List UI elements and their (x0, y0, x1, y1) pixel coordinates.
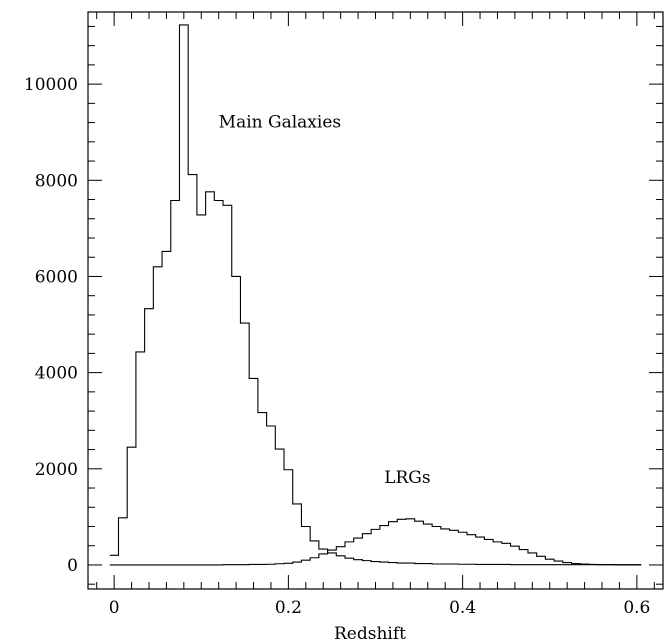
series-lrgs-line (109, 518, 642, 566)
annotations: Main Galaxies LRGs (219, 112, 431, 488)
x-tick-label: 0.6 (623, 598, 650, 618)
plot-frame (87, 11, 664, 590)
y-tick-label: 6000 (35, 267, 78, 287)
y-tick-label: 0 (67, 556, 78, 576)
y-tick-label: 10000 (24, 75, 78, 95)
series-layer (109, 24, 642, 566)
y-tick-label: 4000 (35, 364, 78, 384)
annotation-label: Main Galaxies (219, 112, 341, 132)
x-tick-label: 0 (109, 598, 120, 618)
annotation-label: LRGs (384, 468, 430, 488)
x-axis-label: Redshift (334, 624, 406, 644)
y-tick-label: 2000 (35, 460, 78, 480)
series-main-galaxies-line (109, 24, 642, 566)
x-tick-label: 0.4 (449, 598, 476, 618)
axis-tick-labels: 0 0.2 0.4 0.6 0 2000 4000 6000 8000 10000 (24, 75, 650, 618)
axis-ticks (88, 12, 663, 589)
x-tick-label: 0.2 (275, 598, 302, 618)
y-tick-label: 8000 (35, 171, 78, 191)
